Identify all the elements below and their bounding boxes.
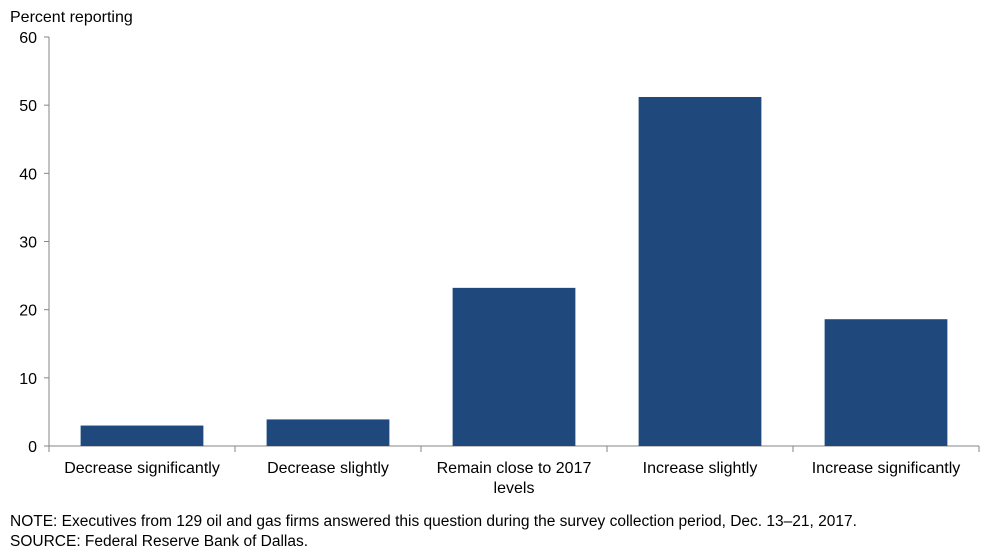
category-label: Increase significantly	[812, 460, 961, 477]
y-axis-label: Percent reporting	[10, 9, 133, 26]
bar-chart: Percent reporting 0 10 20 30 40 50 60 Decrease…	[10, 9, 980, 497]
y-axis: 0 10 20 30 40 50 60	[19, 30, 50, 456]
y-tick-label: 60	[19, 30, 37, 47]
note-text: NOTE: Executives from 129 oil and gas fi…	[10, 513, 857, 530]
bar	[638, 96, 762, 446]
x-axis	[48, 445, 980, 452]
y-tick-label: 40	[19, 166, 37, 183]
y-tick-label: 20	[19, 303, 37, 320]
bar	[266, 419, 390, 446]
category-label: Decrease significantly	[64, 460, 220, 477]
category-label: Remain close to 2017 levels	[437, 460, 592, 497]
category-label: Decrease slightly	[267, 460, 389, 477]
y-tick-label: 10	[19, 371, 37, 388]
y-tick-label: 50	[19, 98, 37, 115]
chart-notes: NOTE: Executives from 129 oil and gas fi…	[10, 512, 857, 552]
bar	[452, 287, 576, 446]
bar	[80, 425, 204, 446]
source-text: SOURCE: Federal Reserve Bank of Dallas.	[10, 533, 309, 550]
category-labels: Decrease significantly Decrease slightly R…	[64, 460, 960, 497]
y-tick-label: 0	[28, 439, 37, 456]
y-tick-label: 30	[19, 235, 37, 252]
category-label: Increase slightly	[643, 460, 758, 477]
bars	[80, 96, 948, 446]
bar	[824, 319, 948, 446]
